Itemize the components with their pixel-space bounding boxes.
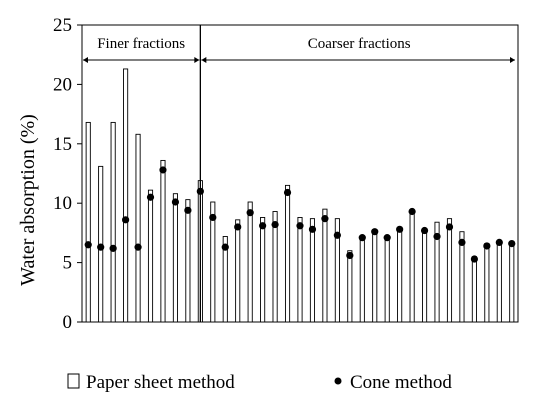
paper-bar <box>334 218 340 323</box>
cone-dot <box>333 231 341 239</box>
legend-cone-label: Cone method <box>350 372 452 393</box>
plot-area: 0 5 10 15 20 25 Finer fractions Coarser fractio… <box>53 15 519 333</box>
cone-dot <box>109 244 117 252</box>
cone-dot <box>122 216 130 224</box>
paper-bar <box>347 250 353 323</box>
cone-dot <box>433 232 441 241</box>
cone-dot <box>97 243 105 251</box>
paper-bar <box>247 201 253 323</box>
cone-dot <box>234 223 242 231</box>
paper-bar <box>185 199 191 323</box>
cone-dot <box>308 225 317 233</box>
paper-bar <box>446 218 453 323</box>
paper-bar <box>297 217 303 323</box>
legend-paper-label: Paper sheet method <box>86 372 235 393</box>
cone-dot <box>445 223 454 231</box>
cone-dot <box>246 209 254 217</box>
cone-dot <box>171 198 180 206</box>
y-tick-label: 25 <box>53 15 72 36</box>
paper-bar <box>509 241 515 323</box>
paper-bar <box>434 221 440 323</box>
cone-dot <box>84 241 92 249</box>
coarser-arrow-right-head <box>510 57 515 63</box>
cone-dot <box>483 242 491 250</box>
paper-bar <box>85 121 91 323</box>
y-tick-label: 0 <box>63 312 73 333</box>
cone-dot <box>283 188 292 197</box>
paper-bar <box>384 238 390 323</box>
cone-dot <box>159 166 167 174</box>
y-tick-label: 15 <box>53 134 72 155</box>
legend-cone-marker <box>334 377 342 385</box>
cone-dot <box>221 243 229 251</box>
paper-bar <box>172 193 178 323</box>
cone-dot <box>358 234 366 242</box>
cone-dot <box>184 206 192 214</box>
coarser-fractions-label: Coarser fractions <box>308 36 411 52</box>
paper-bar <box>409 211 415 323</box>
y-tick-label: 20 <box>53 74 72 95</box>
paper-bar <box>135 133 141 323</box>
paper-bar <box>459 231 465 323</box>
cone-dot <box>396 225 404 233</box>
paper-bar <box>372 233 378 323</box>
finer-arrow-right-head <box>194 57 200 63</box>
cone-dot <box>259 222 267 230</box>
finer-arrow-left-head <box>83 57 88 63</box>
cone-dot <box>134 243 142 251</box>
cone-dot <box>209 213 217 222</box>
paper-bar <box>235 219 241 323</box>
cone-dot <box>346 251 354 260</box>
paper-bar <box>359 237 365 323</box>
cone-dot <box>371 228 379 236</box>
paper-bar <box>496 240 502 323</box>
paper-bar <box>147 189 154 323</box>
cone-dot <box>296 222 304 230</box>
finer-fractions-label: Finer fractions <box>97 36 185 52</box>
paper-bar <box>123 68 129 323</box>
paper-bar <box>222 236 228 323</box>
paper-bar <box>309 218 316 323</box>
cone-dot <box>470 255 478 263</box>
paper-bar <box>110 121 116 323</box>
cone-dot <box>146 193 155 201</box>
y-tick-label: 10 <box>53 193 72 214</box>
paper-bar <box>210 201 216 323</box>
cone-dot <box>420 226 429 235</box>
paper-bar <box>397 227 403 323</box>
paper-bar <box>260 217 266 323</box>
paper-bar <box>484 243 490 323</box>
y-axis-title: Water absorption (%) <box>17 114 39 286</box>
y-tick-label: 5 <box>63 253 73 274</box>
paper-bar <box>160 159 166 323</box>
paper-bar <box>471 256 477 323</box>
cone-dot <box>508 239 516 248</box>
paper-bar <box>284 184 291 323</box>
legend: Paper sheet method Cone method <box>67 372 452 393</box>
coarser-arrow-left-head <box>201 57 207 63</box>
cone-dot <box>495 238 503 247</box>
cone-dot <box>458 238 466 247</box>
legend-paper-swatch <box>67 373 80 389</box>
paper-bar <box>422 231 428 323</box>
cone-dot <box>408 207 416 216</box>
paper-bar <box>272 211 278 323</box>
cone-dot <box>321 215 329 223</box>
paper-bar <box>322 208 328 323</box>
cone-dot <box>271 220 279 229</box>
cone-dot <box>383 234 391 242</box>
